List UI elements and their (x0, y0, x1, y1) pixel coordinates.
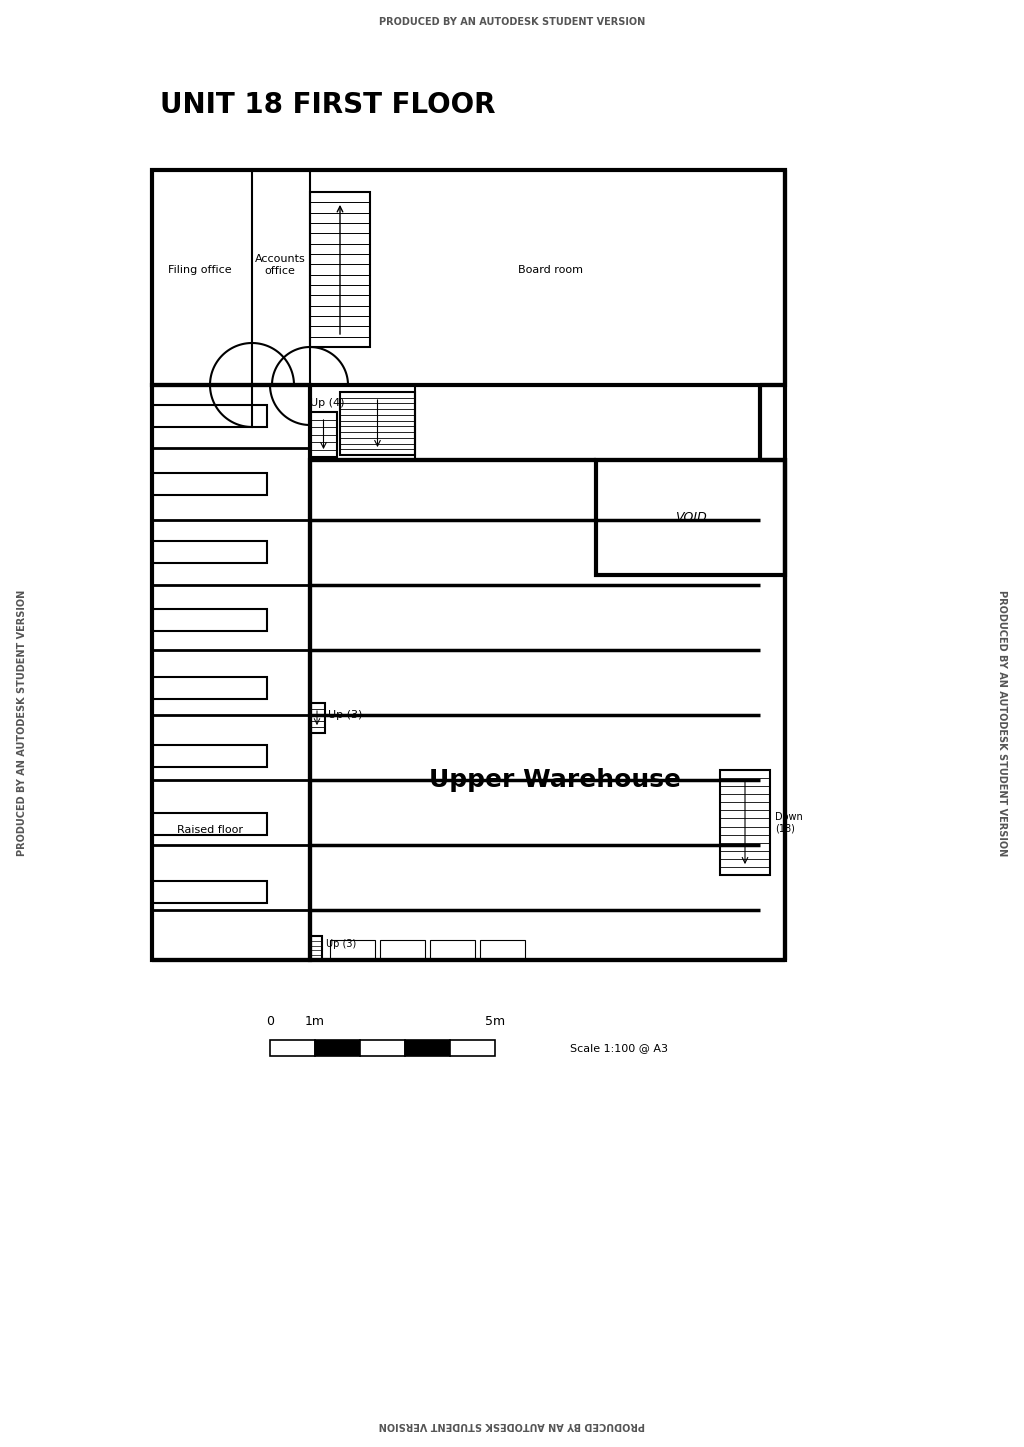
Text: Filing office: Filing office (168, 265, 231, 275)
Text: PRODUCED BY AN AUTODESK STUDENT VERSION: PRODUCED BY AN AUTODESK STUDENT VERSION (997, 590, 1007, 857)
Bar (406, 1040, 450, 1056)
Bar (152, 385, 310, 959)
Text: Upper Warehouse: Upper Warehouse (429, 768, 681, 792)
Text: Accounts
office: Accounts office (255, 255, 305, 276)
Bar (310, 412, 337, 457)
Text: PRODUCED BY AN AUTODESK STUDENT VERSION: PRODUCED BY AN AUTODESK STUDENT VERSION (379, 1420, 645, 1430)
Bar (152, 745, 267, 767)
Bar (310, 385, 415, 460)
Text: 5m: 5m (485, 1014, 505, 1027)
Bar (360, 1040, 406, 1056)
Text: Scale 1:100 @ A3: Scale 1:100 @ A3 (570, 1043, 668, 1053)
Text: VOID: VOID (675, 511, 707, 524)
Bar (330, 941, 375, 959)
Bar (596, 460, 785, 574)
Text: Up (3): Up (3) (326, 939, 356, 949)
Bar (380, 941, 425, 959)
Bar (450, 1040, 495, 1056)
Text: Down
(18): Down (18) (775, 812, 803, 833)
Bar (430, 941, 475, 959)
Text: PRODUCED BY AN AUTODESK STUDENT VERSION: PRODUCED BY AN AUTODESK STUDENT VERSION (379, 17, 645, 27)
Bar (152, 405, 267, 427)
Bar (152, 473, 267, 495)
Bar (152, 169, 785, 385)
Text: Board room: Board room (517, 265, 583, 275)
Bar (720, 770, 770, 875)
Bar (310, 460, 785, 959)
Bar (310, 192, 370, 347)
Text: UNIT 18 FIRST FLOOR: UNIT 18 FIRST FLOOR (160, 91, 496, 119)
Bar (310, 703, 325, 734)
Bar (152, 609, 267, 631)
Text: Up (4): Up (4) (310, 398, 344, 408)
Bar (152, 813, 267, 835)
Bar (315, 1040, 360, 1056)
Text: PRODUCED BY AN AUTODESK STUDENT VERSION: PRODUCED BY AN AUTODESK STUDENT VERSION (17, 590, 27, 857)
Text: 1m: 1m (305, 1014, 325, 1027)
Bar (152, 541, 267, 563)
Text: Raised floor: Raised floor (177, 825, 243, 835)
Text: Up (3): Up (3) (328, 710, 362, 721)
Bar (152, 881, 267, 903)
Bar (152, 677, 267, 699)
Bar (270, 1040, 315, 1056)
Bar (340, 392, 415, 454)
Bar (480, 941, 525, 959)
Bar (310, 936, 322, 959)
Text: 0: 0 (266, 1014, 274, 1027)
